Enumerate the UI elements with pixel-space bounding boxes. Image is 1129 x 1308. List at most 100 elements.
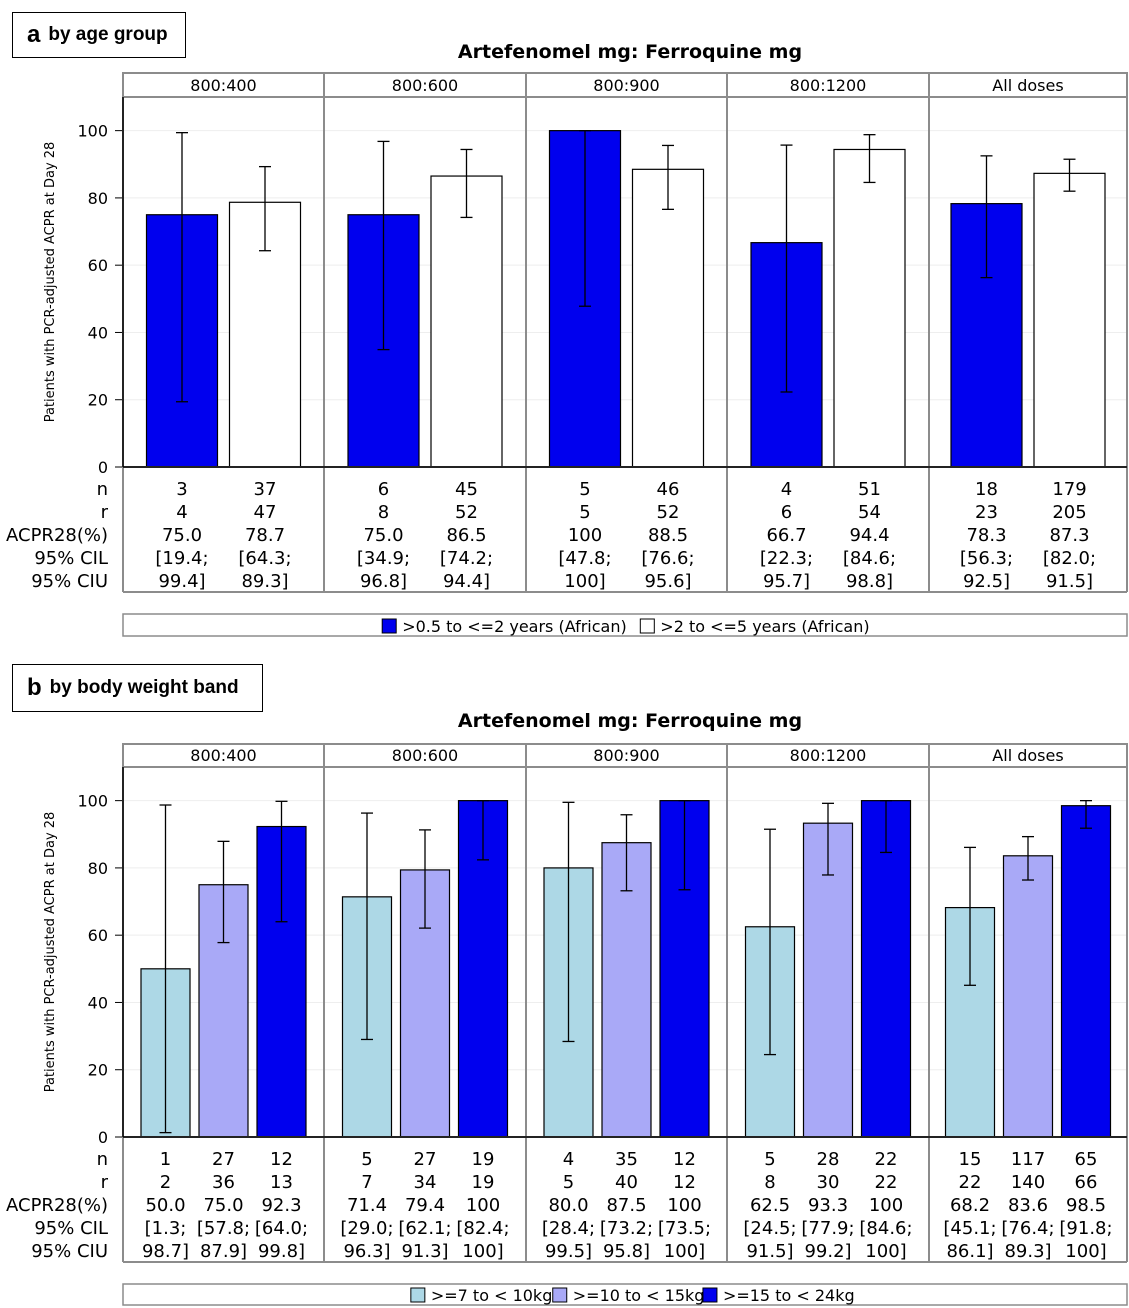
table-cell-a-4-0-3: [56.3; [960, 548, 1013, 569]
table-cell-a-0-1-4: 89.3] [241, 571, 288, 592]
table-cell-a-2-1-4: 95.6] [644, 571, 691, 592]
table-cell-b-4-2-4: 100] [1065, 1241, 1106, 1262]
table-cell-b-4-1-1: 140 [1011, 1172, 1045, 1193]
table-cell-b-0-1-4: 87.9] [200, 1241, 247, 1262]
table-cell-b-3-0-2: 62.5 [750, 1195, 790, 1216]
table-cell-b-2-2-3: [73.5; [658, 1218, 711, 1239]
table-cell-b-0-2-4: 99.8] [258, 1241, 305, 1262]
table-cell-b-0-2-2: 92.3 [261, 1195, 301, 1216]
y-tick-label-a-5: 100 [77, 122, 108, 141]
y-tick-label-b-4: 80 [88, 859, 108, 878]
bar-a-1-1 [430, 175, 503, 468]
table-cell-a-0-0-1: 4 [176, 502, 187, 523]
table-cell-a-2-1-1: 52 [657, 502, 680, 523]
table-cell-b-0-1-2: 75.0 [203, 1195, 243, 1216]
table-cell-a-1-1-4: 94.4] [443, 571, 490, 592]
row-label-a-0: n [97, 479, 108, 500]
row-label-a-1: r [101, 502, 109, 523]
table-cell-b-0-0-4: 98.7] [142, 1241, 189, 1262]
table-cell-a-1-1-3: [74.2; [440, 548, 493, 569]
table-cell-b-3-1-2: 93.3 [808, 1195, 848, 1216]
table-cell-a-4-1-2: 87.3 [1049, 525, 1089, 546]
table-cell-a-0-0-2: 75.0 [162, 525, 202, 546]
table-cell-b-1-1-1: 34 [414, 1172, 437, 1193]
table-cell-b-2-1-2: 87.5 [606, 1195, 646, 1216]
table-cell-b-0-1-1: 36 [212, 1172, 235, 1193]
table-cell-b-0-1-3: [57.8; [197, 1218, 250, 1239]
strip-a-4 [928, 72, 1128, 98]
table-cell-a-1-1-1: 52 [455, 502, 478, 523]
y-tick-label-b-1: 20 [88, 1061, 108, 1080]
strip-label-a-3: 800:1200 [790, 76, 867, 95]
row-label-a-3: 95% CIL [34, 548, 108, 569]
legend-swatch-a-1 [639, 618, 655, 634]
table-cell-b-0-0-3: [1.3; [145, 1218, 187, 1239]
table-cell-b-4-2-0: 65 [1075, 1149, 1098, 1170]
row-label-b-0: n [97, 1149, 108, 1170]
table-cell-b-0-1-0: 27 [212, 1149, 235, 1170]
y-tick-label-b-3: 60 [88, 926, 108, 945]
legend-swatch-b-2 [702, 1287, 718, 1303]
table-cell-b-4-1-0: 117 [1011, 1149, 1045, 1170]
table-cell-b-1-1-3: [62.1; [398, 1218, 451, 1239]
table-cell-a-3-1-0: 51 [858, 479, 881, 500]
table-cell-a-3-0-2: 66.7 [766, 525, 806, 546]
table-cell-b-4-2-2: 98.5 [1066, 1195, 1106, 1216]
table-cell-a-3-1-2: 94.4 [849, 525, 889, 546]
table-cell-a-3-0-3: [22.3; [760, 548, 813, 569]
table-cell-b-1-1-4: 91.3] [401, 1241, 448, 1262]
panel-b-title: by body weight band [49, 677, 239, 698]
table-cell-b-2-2-1: 12 [673, 1172, 696, 1193]
strip-label-a-0: 800:400 [190, 76, 256, 95]
table-cell-b-1-2-0: 19 [472, 1149, 495, 1170]
table-cell-b-3-1-3: [77.9; [801, 1218, 854, 1239]
table-cell-b-2-1-3: [73.2; [600, 1218, 653, 1239]
table-cell-b-3-1-4: 99.2] [804, 1241, 851, 1262]
table-cell-b-1-2-4: 100] [462, 1241, 503, 1262]
table-cell-a-1-0-2: 75.0 [363, 525, 403, 546]
table-cell-b-3-2-0: 22 [875, 1149, 898, 1170]
table-cell-b-2-1-0: 35 [615, 1149, 638, 1170]
table-cell-a-0-0-3: [19.4; [155, 548, 208, 569]
bar-b-4-2 [1060, 805, 1112, 1138]
panel-b-label: b by body weight band [12, 664, 263, 712]
table-cell-a-3-0-0: 4 [781, 479, 792, 500]
table-cell-a-4-1-4: 91.5] [1046, 571, 1093, 592]
table-cell-a-0-1-2: 78.7 [245, 525, 285, 546]
table-cell-a-1-0-1: 8 [378, 502, 389, 523]
table-cell-a-2-0-2: 100 [568, 525, 602, 546]
table-cell-a-2-0-1: 5 [579, 502, 590, 523]
table-cell-b-1-0-2: 71.4 [347, 1195, 387, 1216]
table-cell-b-4-0-1: 22 [959, 1172, 982, 1193]
table-cell-b-4-0-2: 68.2 [950, 1195, 990, 1216]
table-cell-a-4-1-3: [82.0; [1043, 548, 1096, 569]
bar-a-2-1 [631, 168, 705, 468]
table-cell-b-2-2-2: 100 [667, 1195, 701, 1216]
strip-a-3 [726, 72, 930, 98]
table-cell-b-1-0-0: 5 [361, 1149, 372, 1170]
row-label-a-2: ACPR28(%) [6, 525, 108, 546]
table-cell-a-1-1-0: 45 [455, 479, 478, 500]
table-cell-b-1-1-2: 79.4 [405, 1195, 445, 1216]
table-cell-b-2-1-1: 40 [615, 1172, 638, 1193]
table-cell-b-2-2-4: 100] [664, 1241, 705, 1262]
table-cell-b-4-2-3: [91.8; [1059, 1218, 1112, 1239]
table-cell-b-3-0-0: 5 [764, 1149, 775, 1170]
table-cell-a-3-1-3: [84.6; [843, 548, 896, 569]
table-cell-b-2-1-4: 95.8] [603, 1241, 650, 1262]
table-cell-b-3-1-0: 28 [817, 1149, 840, 1170]
legend-swatch-b-1 [552, 1287, 568, 1303]
table-cell-b-2-2-0: 12 [673, 1149, 696, 1170]
legend-label-b-1: >=10 to < 15kg [573, 1286, 705, 1305]
table-cell-b-4-0-3: [45.1; [943, 1218, 996, 1239]
table-cell-b-3-2-3: [84.6; [859, 1218, 912, 1239]
table-cell-b-3-1-1: 30 [817, 1172, 840, 1193]
y-tick-label-b-2: 40 [88, 993, 108, 1012]
legend-label-b-2: >=15 to < 24kg [723, 1286, 855, 1305]
table-cell-b-2-0-4: 99.5] [545, 1241, 592, 1262]
table-cell-b-4-1-4: 89.3] [1004, 1241, 1051, 1262]
legend-label-b-0: >=7 to < 10kg [431, 1286, 552, 1305]
table-cell-a-3-1-4: 98.8] [846, 571, 893, 592]
table-cell-b-1-2-3: [82.4; [456, 1218, 509, 1239]
